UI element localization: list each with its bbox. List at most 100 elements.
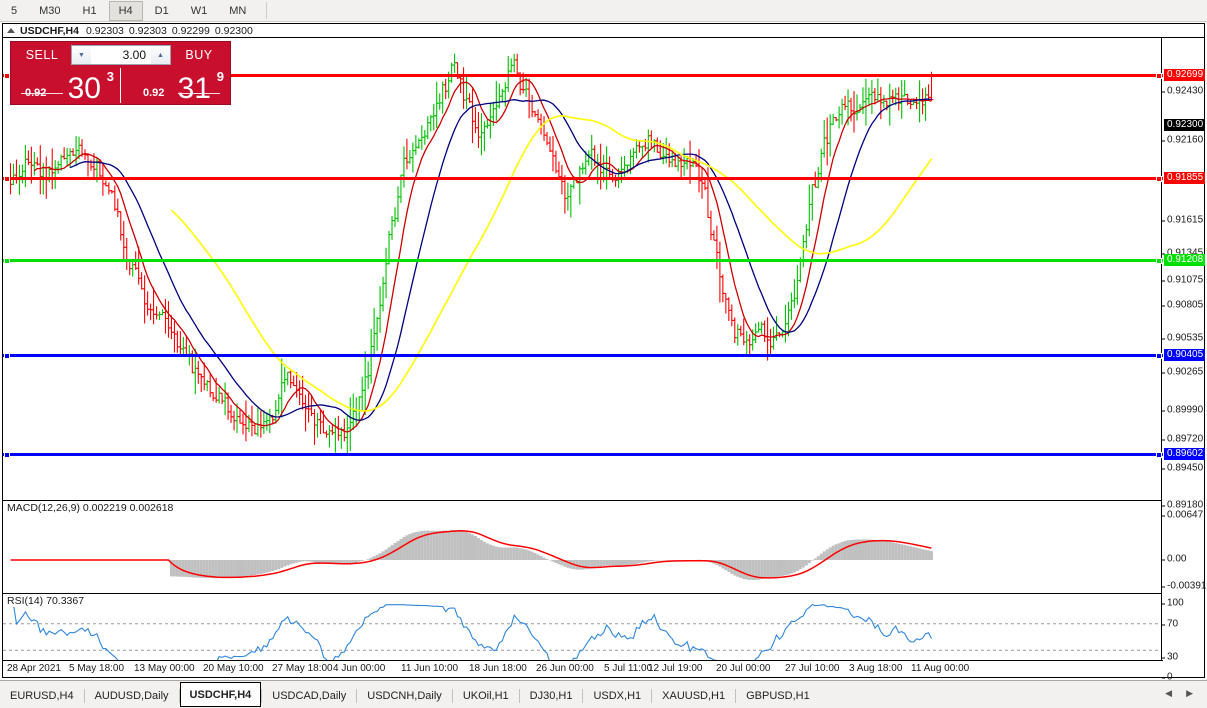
time-label: 11 Jun 10:00: [401, 663, 459, 674]
horizontal-line-0.91208[interactable]: [3, 257, 1163, 264]
rsi-label: RSI(14) 70.3367: [7, 595, 88, 607]
timeframe-button-m30[interactable]: M30: [39, 4, 61, 17]
chart-tab-xauusd-h1[interactable]: XAUUSD,H1: [662, 690, 726, 702]
tick-dash: [1162, 677, 1165, 678]
tick-dash: [1162, 624, 1165, 625]
sell-button[interactable]: 0.92 30 3: [11, 68, 121, 104]
buy-price-main: 31: [177, 72, 211, 105]
chart-tab-usdx-h1[interactable]: USDX,H1: [593, 690, 642, 702]
price-tick-0.92160: 0.92160: [1162, 135, 1203, 146]
tab-divider: [518, 689, 520, 703]
price-label-0.92300[interactable]: 0.92300: [1164, 119, 1206, 131]
price-label-0.89602[interactable]: 0.89602: [1164, 448, 1206, 460]
tick-label: 70: [1167, 618, 1179, 630]
tab-divider: [178, 689, 180, 703]
tick-dash: [1162, 586, 1165, 587]
price-tick-0.90265: 0.90265: [1162, 367, 1203, 378]
time-label: 27 May 18:00: [272, 663, 333, 674]
ohlc-high: 0.92303: [128, 24, 167, 37]
time-label: 5 May 18:00: [69, 663, 125, 674]
tab-divider: [582, 689, 584, 703]
tick-label: 0.89180: [1167, 499, 1204, 511]
tick-dash: [1162, 505, 1165, 506]
macd-value-2: 0.002618: [129, 502, 174, 514]
chart-tab-audusd-daily[interactable]: AUDUSD,Daily: [94, 690, 169, 702]
volume-stepper[interactable]: ▼ 3.00 ▲: [71, 45, 171, 65]
tick-label: 0.91075: [1167, 274, 1204, 286]
line-anchor-right[interactable]: [1156, 352, 1162, 359]
time-label: 3 Aug 18:00: [849, 663, 903, 674]
timeframe-button-h1[interactable]: H1: [82, 4, 97, 17]
timeframe-button-w1[interactable]: W1: [190, 4, 208, 17]
chart-tab-usdcad-daily[interactable]: USDCAD,Daily: [272, 690, 347, 702]
chart-tab-eurusd-h4[interactable]: EURUSD,H4: [10, 690, 74, 702]
rsi-tick-70: 70: [1162, 619, 1178, 630]
tick-label: 0.90535: [1167, 332, 1204, 344]
price-chart-plot: [8, 53, 934, 454]
chart-tab-usdcnh-daily[interactable]: USDCNH,Daily: [367, 690, 442, 702]
chart-tab-gbpusd-h1[interactable]: GBPUSD,H1: [746, 690, 810, 702]
line-anchor-left[interactable]: [4, 451, 10, 458]
rsi-value: 70.3367: [46, 595, 85, 607]
timeframe-button-d1[interactable]: D1: [154, 4, 169, 17]
time-label: 26 Jun 00:00: [536, 663, 594, 674]
tick-label: 0.92430: [1167, 85, 1204, 97]
timeframe-button-mn[interactable]: MN: [229, 4, 247, 17]
price-tick-0.91345: 0.91345: [1162, 248, 1203, 259]
buy-label[interactable]: BUY: [185, 48, 213, 62]
macd-label: MACD(12,26,9) 0.002219 0.002618: [7, 502, 177, 514]
buy-button[interactable]: 0.92 31 9: [121, 68, 230, 105]
line-anchor-right[interactable]: [1156, 72, 1162, 79]
rsi-tick-100: 100: [1162, 598, 1184, 609]
tick-dash: [1162, 338, 1165, 339]
trade-panel-prices: 0.92 30 3 0.92 31 9: [11, 68, 230, 105]
tab-scroll-right-icon[interactable]: ▶: [1186, 688, 1193, 698]
tick-dash: [1162, 305, 1165, 306]
macd-plot: [10, 530, 933, 581]
price-label-0.91855[interactable]: 0.91855: [1164, 172, 1206, 184]
line-anchor-right[interactable]: [1156, 451, 1162, 458]
price-label-0.90405[interactable]: 0.90405: [1164, 349, 1206, 361]
sell-label[interactable]: SELL: [25, 48, 59, 62]
chart-tab-ukoil-h1[interactable]: UKOil,H1: [462, 690, 509, 702]
horizontal-line-0.91855[interactable]: [3, 175, 1163, 182]
line-anchor-left[interactable]: [4, 352, 10, 359]
macd-pane[interactable]: MACD(12,26,9) 0.002219 0.002618: [3, 500, 1163, 593]
line-anchor-right[interactable]: [1156, 257, 1162, 264]
tick-dash: [1162, 603, 1165, 604]
chart-tab-usdchf-h4[interactable]: USDCHF,H4: [179, 682, 262, 707]
price-tick-0.90535: 0.90535: [1162, 333, 1203, 344]
tick-dash: [1162, 253, 1165, 254]
tick-label: 0.89450: [1167, 462, 1204, 474]
price-tick-0.90805: 0.90805: [1162, 300, 1203, 311]
chart-tab-dj30-h1[interactable]: DJ30,H1: [529, 690, 573, 702]
tick-label: 0.90265: [1167, 366, 1204, 378]
volume-increase-button[interactable]: ▲: [151, 46, 170, 64]
toolbar-divider: [266, 2, 268, 19]
tick-label: 0.91615: [1167, 214, 1204, 226]
rsi-tick-0: 0: [1162, 672, 1173, 683]
price-label-0.92699[interactable]: 0.92699: [1164, 69, 1206, 81]
line-anchor-left[interactable]: [4, 257, 10, 264]
tab-scroll-left-icon[interactable]: ◀: [1165, 688, 1173, 698]
tick-dash: [1162, 280, 1165, 281]
timeframe-button-m5[interactable]: 5: [11, 4, 18, 17]
tab-divider: [651, 689, 653, 703]
tick-dash: [1162, 372, 1165, 373]
collapse-triangle-icon[interactable]: [7, 28, 15, 33]
timeframe-toolbar: 5 M30 H1 H4 D1 W1 MN: [0, 0, 1207, 22]
horizontal-line-0.89602[interactable]: [3, 451, 1163, 458]
one-click-trading-panel[interactable]: SELL ▼ 3.00 ▲ BUY 0.92 30 3 0.92 31 9: [10, 41, 231, 105]
time-label: 20 Jul 00:00: [716, 663, 771, 674]
horizontal-line-0.92699[interactable]: [3, 72, 1163, 79]
price-scale[interactable]: 0.92430 0.92160 0.91615 0.91345 0.91075 0.908…: [1161, 38, 1206, 683]
volume-input[interactable]: 3.00: [91, 46, 151, 64]
price-label-0.91208[interactable]: 0.91208: [1164, 254, 1206, 266]
timeframe-button-h4[interactable]: H4: [108, 0, 143, 21]
line-anchor-left[interactable]: [4, 72, 10, 79]
line-anchor-left[interactable]: [4, 175, 10, 182]
price-pane[interactable]: [3, 38, 1163, 500]
line-anchor-right[interactable]: [1156, 175, 1162, 182]
volume-decrease-button[interactable]: ▼: [72, 46, 91, 64]
horizontal-line-0.90405[interactable]: [3, 352, 1163, 359]
